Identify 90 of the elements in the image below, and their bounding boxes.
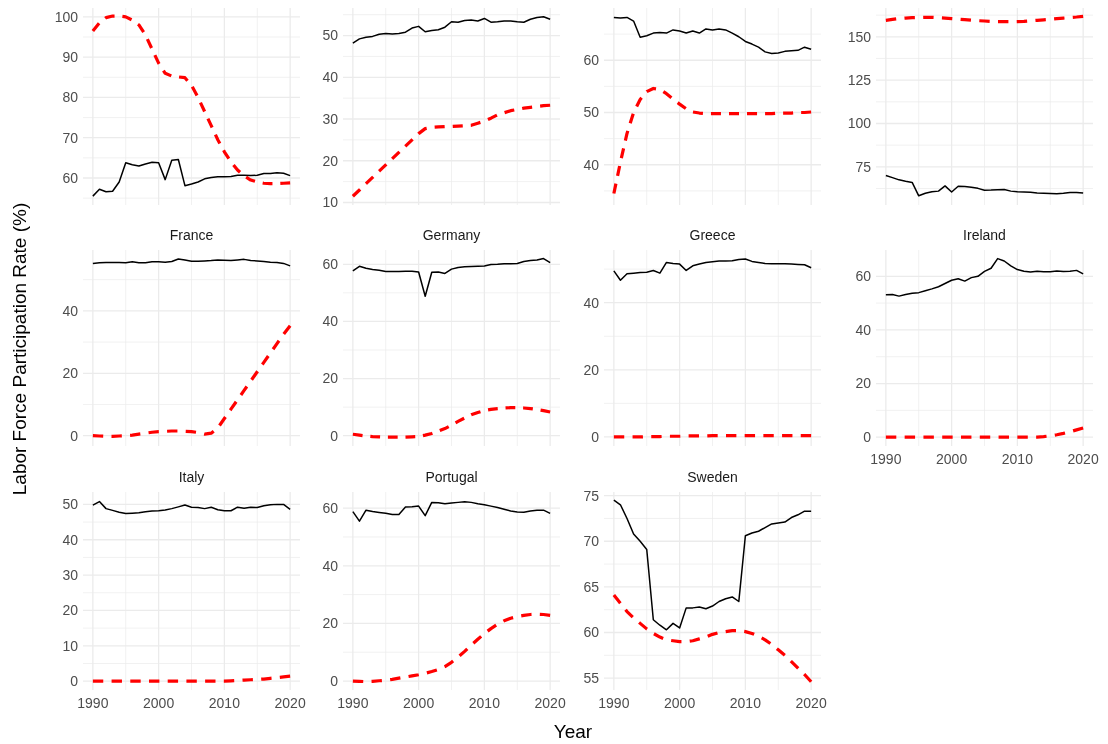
x-tick-label: 2000 [664,695,696,711]
y-tick-label: 50 [62,496,79,513]
line-series [92,500,291,515]
y-tick-label: 60 [322,500,339,517]
x-tick-label: 2000 [936,451,968,467]
y-tick-label: 20 [855,375,872,392]
x-tick-label: 2000 [143,695,175,711]
x-tick-label: 2000 [403,695,435,711]
x-tick-label: 1990 [870,451,902,467]
y-tick-label: 60 [583,52,600,69]
y-axis-title: Labor Force Participation Rate (%) [9,202,30,496]
y-tick-label: 65 [583,578,600,595]
y-tick-label: 60 [322,256,339,273]
line-series [351,103,552,198]
y-tick-label: 30 [62,566,79,583]
y-tick-label: 20 [322,370,339,387]
x-tick-label: 2020 [534,695,566,711]
chart-title: France [169,227,214,243]
line-series [884,426,1085,439]
y-tick-label: 150 [847,28,872,45]
y-tick-label: 40 [62,302,79,319]
y-tick-label: 90 [62,49,79,66]
y-tick-label: 0 [70,673,79,690]
y-tick-label: 70 [62,129,79,146]
chart-title: Greece [689,227,736,243]
y-tick-label: 100 [54,8,79,25]
y-tick-label: 80 [62,89,79,106]
y-tick-label: 40 [855,321,872,338]
y-tick-label: 60 [855,268,872,285]
line-series [885,257,1084,297]
y-tick-label: 75 [583,487,600,504]
y-tick-label: 20 [583,361,600,378]
line-series [613,16,812,55]
line-series [91,14,292,186]
line-series [92,158,291,197]
line-series [352,257,551,298]
y-tick-label: 20 [62,365,79,382]
line-series [612,593,813,684]
y-tick-label: 40 [583,156,600,173]
line-series [91,324,292,438]
y-tick-label: 60 [62,169,79,186]
y-tick-label: 0 [330,427,339,444]
y-tick-label: 125 [847,72,872,89]
y-tick-label: 50 [583,104,600,121]
x-tick-label: 1990 [598,695,630,711]
y-tick-label: 55 [583,670,600,687]
line-series [351,612,552,684]
y-tick-label: 70 [583,533,600,550]
y-tick-label: 10 [322,194,339,211]
chart-title: Germany [422,227,481,243]
x-tick-label: 2010 [468,695,501,711]
y-tick-label: 40 [322,313,339,330]
y-tick-label: 50 [322,27,339,44]
y-tick-label: 40 [62,531,79,548]
x-tick-label: 2020 [274,695,306,711]
x-tick-label: 1990 [77,695,109,711]
y-tick-label: 40 [322,557,339,574]
line-series [885,174,1084,197]
line-series [92,258,291,267]
y-tick-label: 0 [330,672,339,689]
y-tick-label: 75 [855,158,872,175]
x-tick-label: 2020 [1067,451,1099,467]
y-tick-label: 0 [863,429,872,446]
chart-title: Portugal [425,469,478,485]
y-tick-label: 20 [322,615,339,632]
line-series [352,16,551,44]
x-tick-label: 1990 [337,695,369,711]
y-tick-label: 40 [583,294,600,311]
y-tick-label: 0 [70,427,79,444]
y-tick-label: 20 [62,602,79,619]
line-series [351,406,552,439]
line-series [352,501,551,522]
line-series [613,258,812,281]
chart-title: Sweden [687,469,738,485]
y-tick-label: 30 [322,110,339,127]
y-tick-label: 20 [322,152,339,169]
y-tick-label: 40 [322,69,339,86]
line-series [612,86,813,196]
chart-title: Ireland [963,227,1006,243]
x-tick-label: 2010 [208,695,241,711]
x-tick-label: 2010 [729,695,762,711]
y-tick-label: 100 [847,115,872,132]
line-series [613,499,812,631]
y-tick-label: 60 [583,624,600,641]
y-tick-label: 10 [62,637,79,654]
x-tick-label: 2020 [795,695,827,711]
y-tick-label: 0 [591,428,600,445]
x-tick-label: 2010 [1001,451,1034,467]
chart-title: Italy [178,469,205,485]
x-axis-title: Year [553,721,593,742]
